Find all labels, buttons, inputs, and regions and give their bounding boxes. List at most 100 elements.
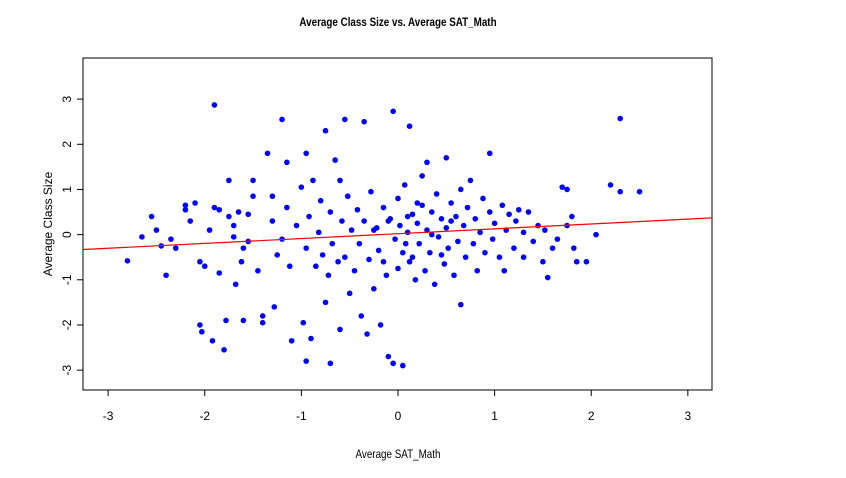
point (337, 326, 343, 333)
point (168, 236, 174, 242)
point (325, 272, 332, 279)
point (245, 211, 252, 218)
point (424, 227, 430, 233)
point (489, 236, 496, 242)
point (380, 204, 387, 211)
point (390, 108, 396, 115)
point (400, 249, 406, 256)
plot-frame (82, 57, 713, 391)
point (554, 236, 561, 242)
point (182, 206, 189, 213)
x-tick-label: 0 (395, 409, 402, 423)
point (230, 222, 237, 229)
chart-title: Average Class Size vs. Average SAT_Math (299, 16, 496, 29)
y-tick-label: -3 (60, 364, 74, 375)
point (235, 209, 242, 215)
point (569, 213, 575, 220)
point (525, 209, 532, 215)
point (438, 252, 445, 258)
point (240, 317, 247, 324)
point (250, 193, 256, 200)
point (371, 227, 377, 233)
point (148, 213, 155, 220)
point (441, 261, 448, 267)
y-tick-label: 0 (60, 231, 74, 238)
point (474, 267, 481, 274)
point (427, 249, 433, 256)
point (327, 360, 334, 367)
point (303, 245, 309, 251)
point (303, 358, 309, 364)
point (286, 263, 293, 270)
point (308, 335, 314, 342)
point (401, 182, 408, 188)
point (540, 258, 546, 265)
point (429, 209, 435, 215)
point (542, 227, 548, 233)
y-axis-label: Average Class Size (41, 171, 55, 276)
point (223, 317, 229, 324)
point (453, 213, 459, 220)
x-tick-label: 1 (491, 409, 498, 423)
point (486, 150, 493, 157)
point (419, 202, 425, 209)
point (216, 206, 223, 213)
point (443, 225, 450, 231)
point (197, 322, 203, 328)
point (293, 222, 300, 229)
fit-line (82, 217, 713, 251)
point (549, 245, 556, 251)
point (409, 211, 416, 218)
point (380, 258, 387, 265)
point (419, 173, 425, 179)
point (371, 286, 377, 292)
point (206, 227, 213, 233)
point (457, 301, 464, 308)
point (445, 245, 452, 251)
point (395, 265, 401, 272)
point (636, 188, 643, 195)
point (306, 213, 312, 220)
point (339, 218, 345, 224)
x-tick-label: 2 (588, 409, 595, 423)
point (124, 258, 131, 264)
point (451, 272, 457, 279)
point (499, 202, 506, 209)
x-tick-label: -2 (199, 409, 210, 423)
point (284, 204, 290, 211)
point (358, 313, 365, 319)
point (491, 220, 498, 227)
point (298, 184, 305, 190)
point (443, 155, 450, 161)
point (259, 313, 266, 319)
point (433, 191, 440, 197)
point (366, 256, 372, 263)
point (303, 150, 309, 157)
point (197, 258, 203, 265)
point (513, 218, 519, 224)
point (486, 209, 493, 215)
point (344, 193, 351, 200)
y-tick-label: -2 (60, 319, 74, 330)
point (153, 227, 160, 233)
point (322, 127, 329, 134)
point (310, 177, 316, 184)
point (482, 249, 488, 256)
point (412, 276, 419, 283)
point (199, 328, 205, 335)
x-tick-label: 3 (685, 409, 692, 423)
point (139, 234, 145, 240)
point (182, 202, 189, 209)
point (544, 274, 551, 281)
point (406, 123, 413, 130)
point (201, 263, 208, 270)
point (424, 159, 430, 166)
point (385, 218, 392, 224)
point (559, 184, 566, 190)
point (520, 229, 527, 236)
point (530, 238, 537, 245)
point (226, 177, 232, 184)
point (271, 304, 278, 310)
point (435, 234, 442, 240)
